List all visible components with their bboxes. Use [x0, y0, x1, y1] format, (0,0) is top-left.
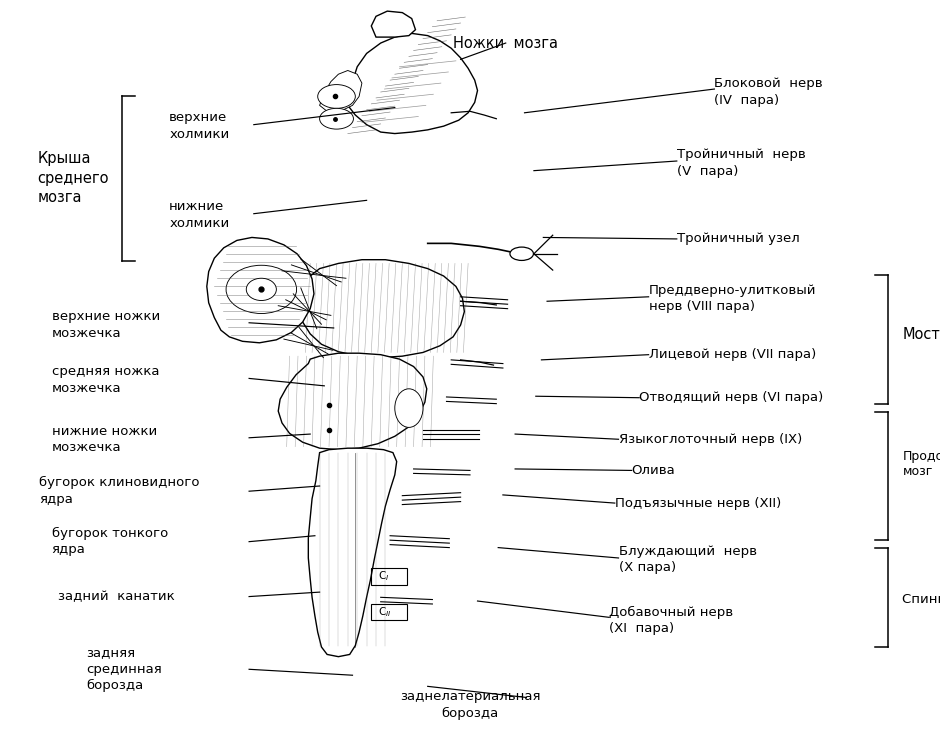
Text: верхние
холмики: верхние холмики [169, 111, 229, 141]
Text: Тройничный узел: Тройничный узел [677, 232, 800, 246]
Text: бугорок тонкого
ядра: бугорок тонкого ядра [52, 527, 168, 556]
Text: бугорок клиновидного
ядра: бугорок клиновидного ядра [39, 476, 200, 506]
Text: нижние ножки
мозжечка: нижние ножки мозжечка [52, 424, 157, 454]
Bar [371, 604, 407, 620]
Text: нижние
холмики: нижние холмики [169, 200, 229, 230]
Ellipse shape [510, 247, 534, 260]
Ellipse shape [318, 85, 355, 108]
Text: средняя ножка
мозжечка: средняя ножка мозжечка [52, 365, 159, 395]
Text: Олива: Олива [632, 464, 676, 477]
Bar [371, 568, 407, 585]
Text: Преддверно-улитковый
нерв (VIII пара): Преддверно-улитковый нерв (VIII пара) [649, 283, 816, 313]
Text: Языкоглоточный нерв (IX): Языкоглоточный нерв (IX) [619, 433, 802, 446]
Text: задняя
срединная
борозда: задняя срединная борозда [86, 646, 163, 692]
Text: Блуждающий  нерв
(X пара): Блуждающий нерв (X пара) [619, 545, 757, 574]
Ellipse shape [395, 389, 423, 427]
Ellipse shape [320, 108, 353, 129]
Polygon shape [207, 237, 314, 343]
Ellipse shape [246, 278, 276, 301]
Text: Крыша
среднего
мозга: Крыша среднего мозга [38, 151, 109, 205]
Text: Подъязычные нерв (XII): Подъязычные нерв (XII) [615, 496, 781, 510]
Text: Мост: Мост [902, 327, 940, 342]
Text: Продолговатый
мозг: Продолговатый мозг [902, 450, 940, 479]
Text: заднелатериальная
борозда: заднелатериальная борозда [400, 690, 540, 720]
Polygon shape [308, 448, 397, 657]
Polygon shape [348, 33, 478, 134]
Text: Ножки  мозга: Ножки мозга [453, 36, 558, 50]
Text: Блоковой  нерв
(IV  пара): Блоковой нерв (IV пара) [714, 77, 823, 107]
Text: C$_I$: C$_I$ [378, 570, 389, 583]
Ellipse shape [227, 265, 297, 313]
Polygon shape [278, 353, 427, 450]
Polygon shape [301, 260, 464, 358]
Text: Добавочный нерв
(XI  пара): Добавочный нерв (XI пара) [609, 605, 733, 635]
Text: C$_{II}$: C$_{II}$ [378, 605, 391, 619]
Text: Спинной мозг: Спинной мозг [902, 593, 940, 606]
Text: задний  канатик: задний канатик [58, 590, 175, 603]
Text: верхние ножки
мозжечка: верхние ножки мозжечка [52, 310, 160, 340]
Text: Тройничный  нерв
(V  пара): Тройничный нерв (V пара) [677, 148, 806, 178]
Polygon shape [320, 70, 362, 111]
Polygon shape [371, 11, 415, 37]
Text: Отводящий нерв (VI пара): Отводящий нерв (VI пара) [639, 391, 823, 404]
Text: Лицевой нерв (VII пара): Лицевой нерв (VII пара) [649, 348, 816, 361]
